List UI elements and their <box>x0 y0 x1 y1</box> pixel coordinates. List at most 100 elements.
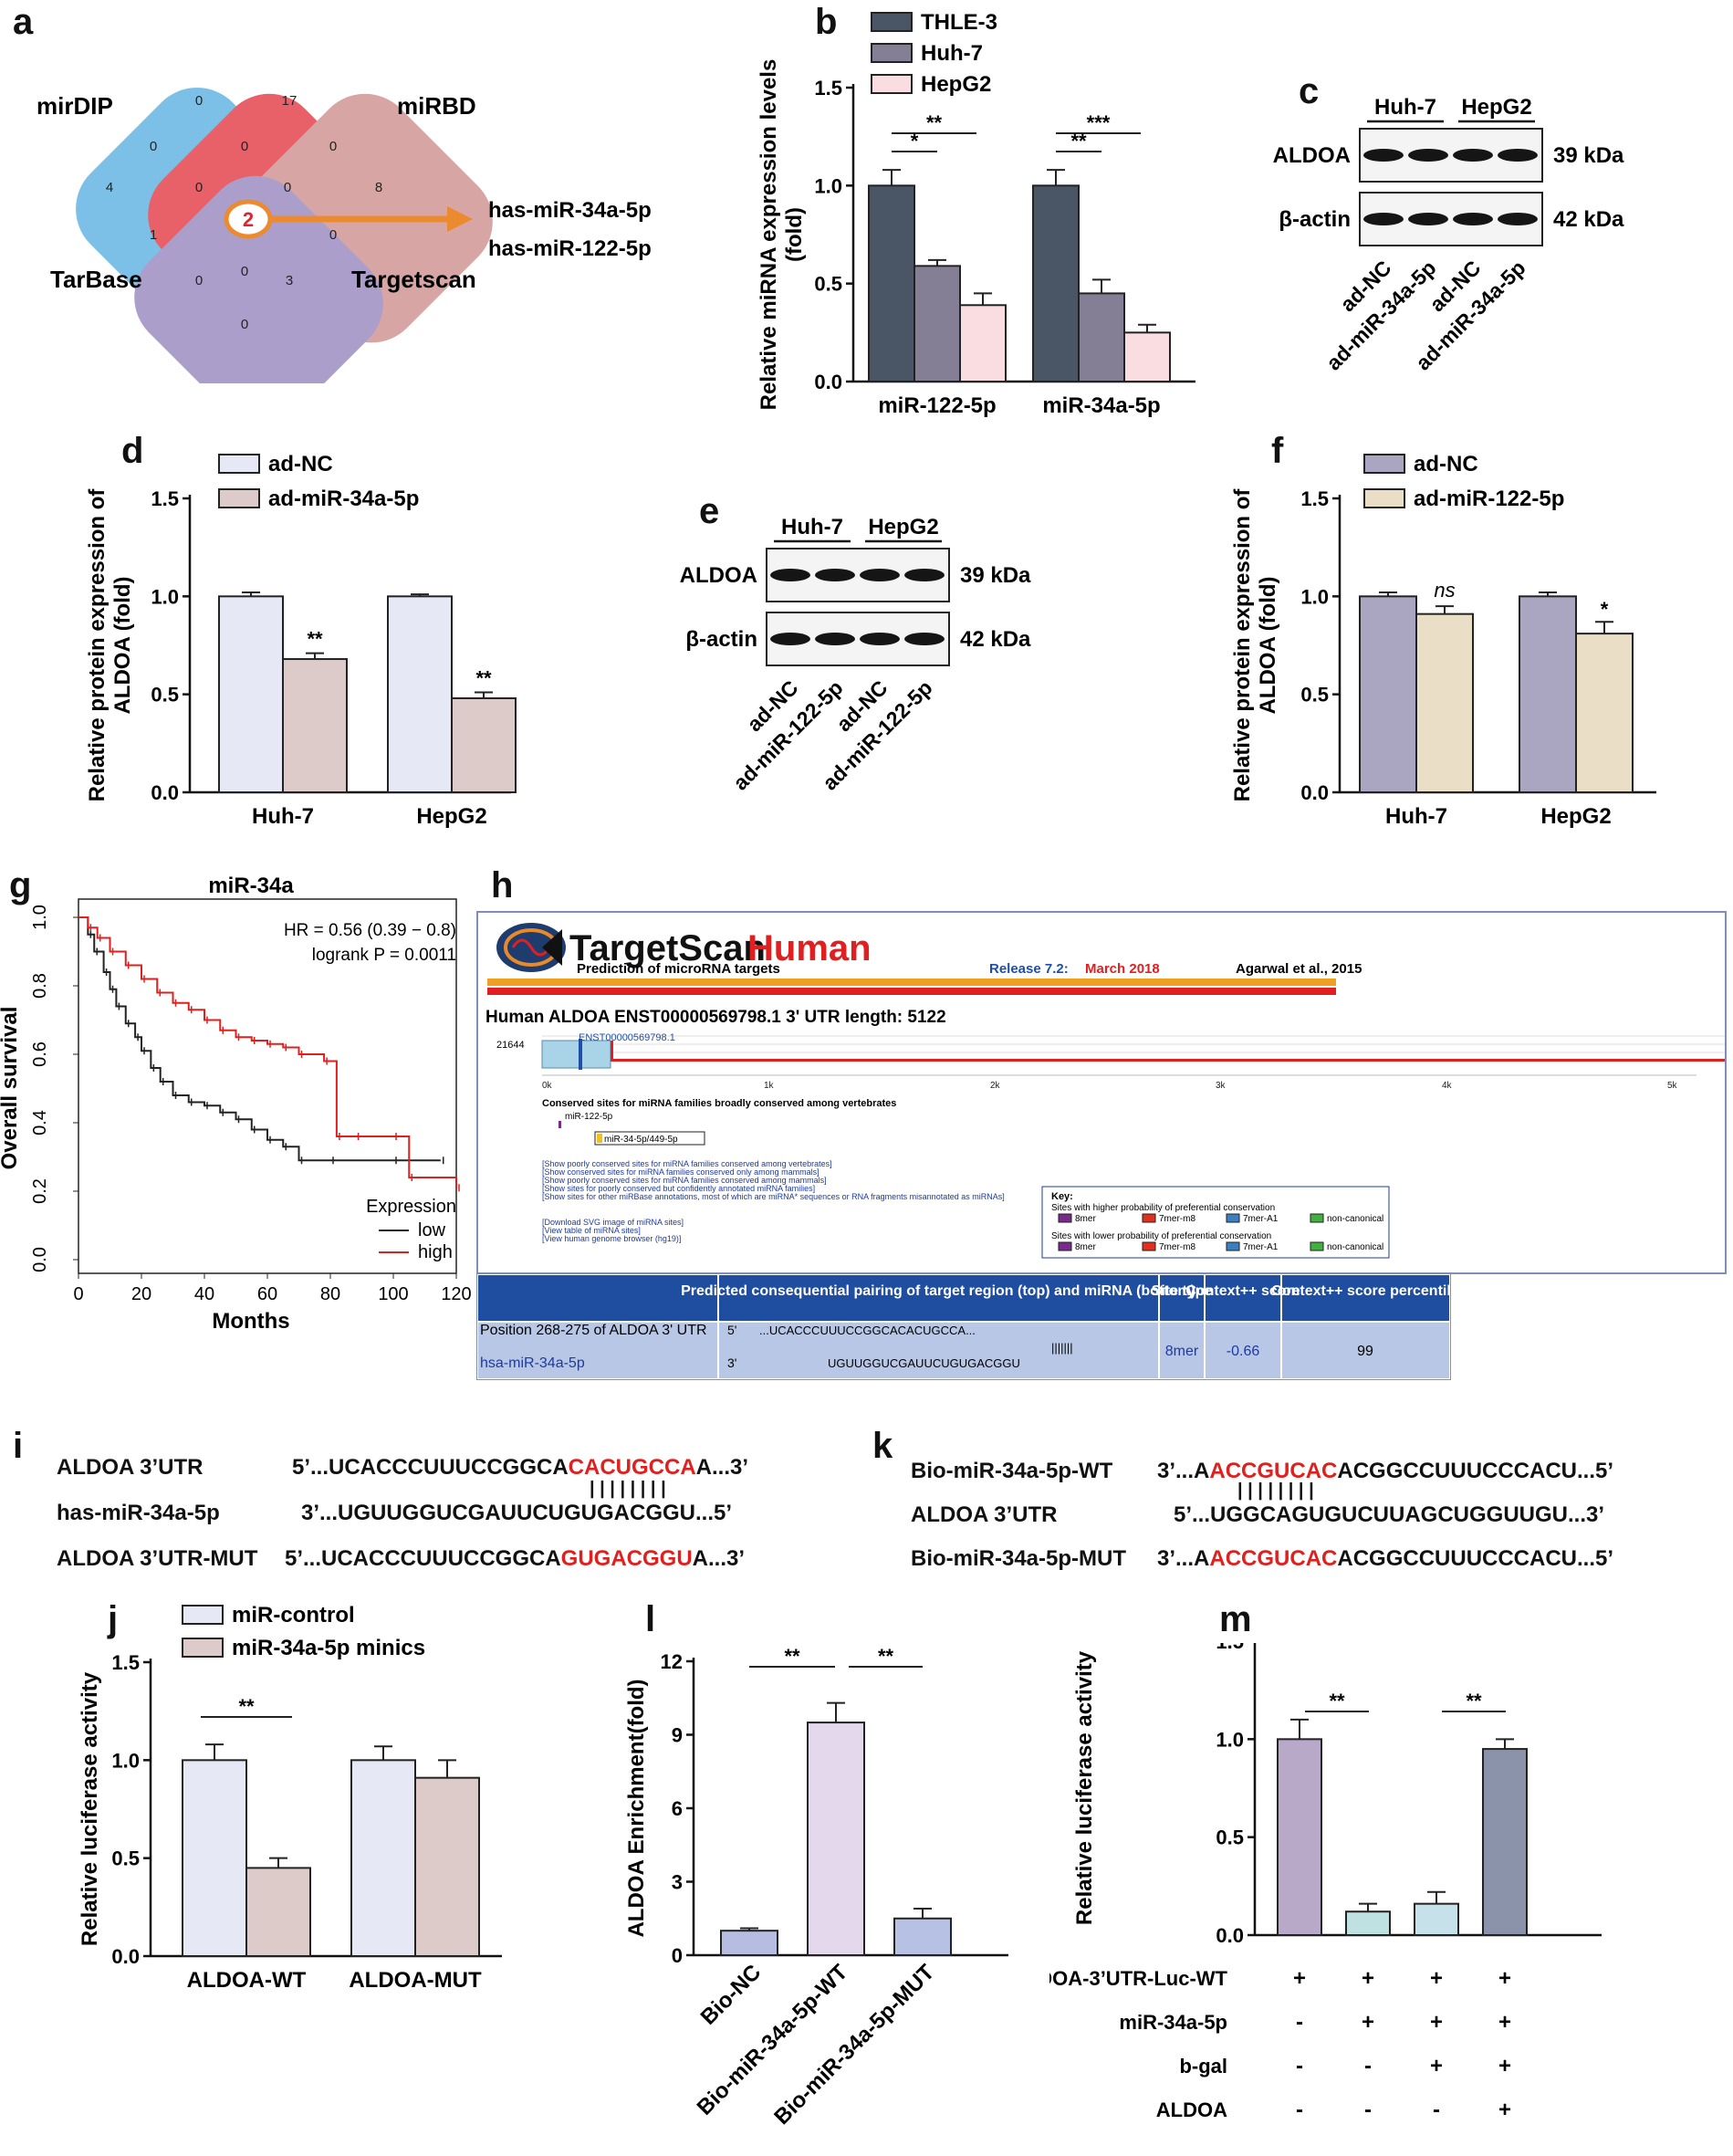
bar <box>1078 292 1125 382</box>
venn-count: 4 <box>106 180 113 195</box>
targetscan-header-bar-orange <box>487 979 1336 986</box>
b-legend-label: Huh-7 <box>921 41 983 66</box>
k-seq-wt-a: 3’...A <box>1157 1459 1210 1483</box>
venn-count: 0 <box>241 264 248 279</box>
venn-count: 0 <box>241 139 248 154</box>
blot-kda-label: 39 kDa <box>960 563 1031 588</box>
bar <box>893 1917 952 1956</box>
targetscan-link: [Show sites for poorly conserved but con… <box>542 1184 815 1193</box>
track-tick: 0k <box>542 1081 553 1091</box>
k-seq-mut-a: 3’...A <box>1157 1546 1210 1571</box>
x-tick-label: 120 <box>441 1284 471 1304</box>
venn-label-mirdip: mirDIP <box>37 92 113 120</box>
survival-curve-high <box>78 916 457 1188</box>
blot-band <box>1498 149 1538 162</box>
targetscan-table: Predicted consequential pairing of targe… <box>476 1273 1451 1380</box>
key-swatch <box>1058 1241 1072 1251</box>
d-legend-label: ad-NC <box>268 452 333 476</box>
targetscan-link: [Show sites for other miRBase annotation… <box>542 1192 1005 1201</box>
bar <box>1032 184 1080 382</box>
track-tick: 3k <box>1216 1081 1227 1091</box>
bar <box>1277 1738 1322 1937</box>
x-tick-label: HepG2 <box>1540 804 1611 829</box>
y-tick-label: 0.5 <box>111 1847 140 1870</box>
panel-label-c: c <box>1299 71 1320 111</box>
table-row-mirna: hsa-miR-34a-5p <box>480 1355 585 1371</box>
k-seq-utr: 5’...UGGCAGUGUCUUAGCUGGUUGU...3’ <box>1174 1502 1605 1527</box>
chart-b: 0.0 0.5 1.0 1.5 Relative miRNA expression le… <box>757 10 1195 418</box>
table-context-score: -0.66 <box>1227 1344 1260 1359</box>
targetscan-logo-a: TargetScan <box>569 928 766 968</box>
y-axis-label: Overall survival <box>0 1007 22 1170</box>
panel-label-l: l <box>645 1599 656 1639</box>
blot-row-label: β-actin <box>685 627 757 652</box>
table-seq-pairs: ||||||| <box>1051 1341 1073 1355</box>
targetscan-cds-box <box>541 1040 611 1069</box>
venn-diagram: mirDIP miRBD TarBase Targetscan 0 17 0 0… <box>37 88 652 383</box>
g-logrank: logrank P = 0.0011 <box>312 946 456 965</box>
table-row-position: Position 268-275 of ALDOA 3' UTR <box>480 1323 707 1338</box>
targetscan-transcript: ENST00000569798.1 <box>579 1032 675 1043</box>
x-tick-label: 0 <box>73 1284 83 1304</box>
y-tick-label: 0.0 <box>30 1247 50 1272</box>
blot-band <box>904 569 945 581</box>
b-legend-swatch <box>871 74 913 94</box>
table-header-pairing: Predicted consequential pairing of targe… <box>681 1283 1195 1299</box>
g-hr: HR = 0.56 (0.39 − 0.8) <box>284 921 456 940</box>
m-sig-label: ** <box>1329 1690 1345 1712</box>
condition-mark: - <box>1364 2098 1372 2122</box>
condition-mark: + <box>1498 2010 1511 2035</box>
bar <box>245 1867 311 1957</box>
x-tick-label: miR-34a-5p <box>1042 393 1160 418</box>
venn-count: 0 <box>195 273 203 288</box>
m-sig-label: ** <box>1466 1690 1482 1712</box>
panel-label-g: g <box>9 865 32 905</box>
track-tick: 4k <box>1442 1081 1453 1091</box>
panel-label-b: b <box>815 2 838 42</box>
blot-row-label: ALDOA <box>1273 143 1351 168</box>
y-tick-label: 12 <box>661 1650 683 1673</box>
key-label: 7mer-m8 <box>1159 1242 1195 1252</box>
key-swatch <box>1058 1213 1072 1223</box>
k-seq-wt: 3’...AACCGUCACACGGCCUUUCCCACU...5’ <box>1157 1459 1613 1484</box>
key-label: non-canonical <box>1327 1242 1383 1252</box>
panel-label-j: j <box>108 1599 119 1639</box>
venn-center-count: 2 <box>243 208 254 231</box>
condition-mark: + <box>1498 2098 1511 2122</box>
key-swatch <box>1310 1213 1324 1223</box>
k-seq-mut-site: ACCGUCAC <box>1209 1546 1338 1571</box>
targetscan-site-34: miR-34-5p/449-5p <box>604 1135 678 1145</box>
bar <box>720 1930 778 1956</box>
targetscan-link: [Show poorly conserved sites for miRNA f… <box>542 1159 832 1168</box>
panel-label-f: f <box>1271 431 1284 471</box>
i-seq-pairs: | | | | | | | | <box>590 1479 666 1499</box>
y-axis-label: ALDOA Enrichment(fold) <box>624 1679 649 1937</box>
j-sig-label: ** <box>238 1695 255 1718</box>
i-seq-wt: 5’...UCACCCUUUCCGGCACACUGCCAA...3’ <box>292 1455 748 1481</box>
y-axis-label: Relative luciferase activity <box>78 1671 102 1946</box>
bar <box>1414 1902 1459 1936</box>
y-axis-label: ALDOA (fold) <box>1256 576 1280 714</box>
targetscan-citation: Agarwal et al., 2015 <box>1236 961 1362 977</box>
g-legend-label: high <box>418 1242 453 1262</box>
x-tick-label: 100 <box>378 1284 408 1304</box>
targetscan-key-box <box>1041 1186 1390 1259</box>
targetscan-key-higher: Sites with higher probability of prefere… <box>1051 1203 1275 1213</box>
bar <box>1519 595 1577 793</box>
targetscan-conserved-title: Conserved sites for miRNA families broad… <box>542 1098 896 1109</box>
key-label: 7mer-m8 <box>1159 1214 1195 1224</box>
i-seq-wt-a: 5’...UCACCCUUUCCGGCA <box>292 1455 569 1480</box>
y-tick-label: 0.0 <box>1300 781 1329 804</box>
y-tick-label: 1.5 <box>1216 1643 1244 1653</box>
condition-mark: - <box>1296 2054 1303 2078</box>
y-tick-label: 1.0 <box>151 585 179 608</box>
j-legend-swatch <box>182 1605 224 1625</box>
y-tick-label: 0.0 <box>151 781 179 804</box>
i-seq-mut-a: 5’...UCACCCUUUCCGGCA <box>285 1546 561 1571</box>
k-name-wt: Bio-miR-34a-5p-WT <box>911 1459 1113 1483</box>
blot-band <box>815 569 855 581</box>
y-tick-label: 1.0 <box>1216 1728 1244 1751</box>
b-legend-swatch <box>871 12 913 32</box>
x-tick-label: 20 <box>131 1284 151 1304</box>
